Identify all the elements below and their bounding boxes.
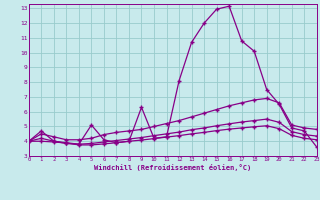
X-axis label: Windchill (Refroidissement éolien,°C): Windchill (Refroidissement éolien,°C): [94, 164, 252, 171]
